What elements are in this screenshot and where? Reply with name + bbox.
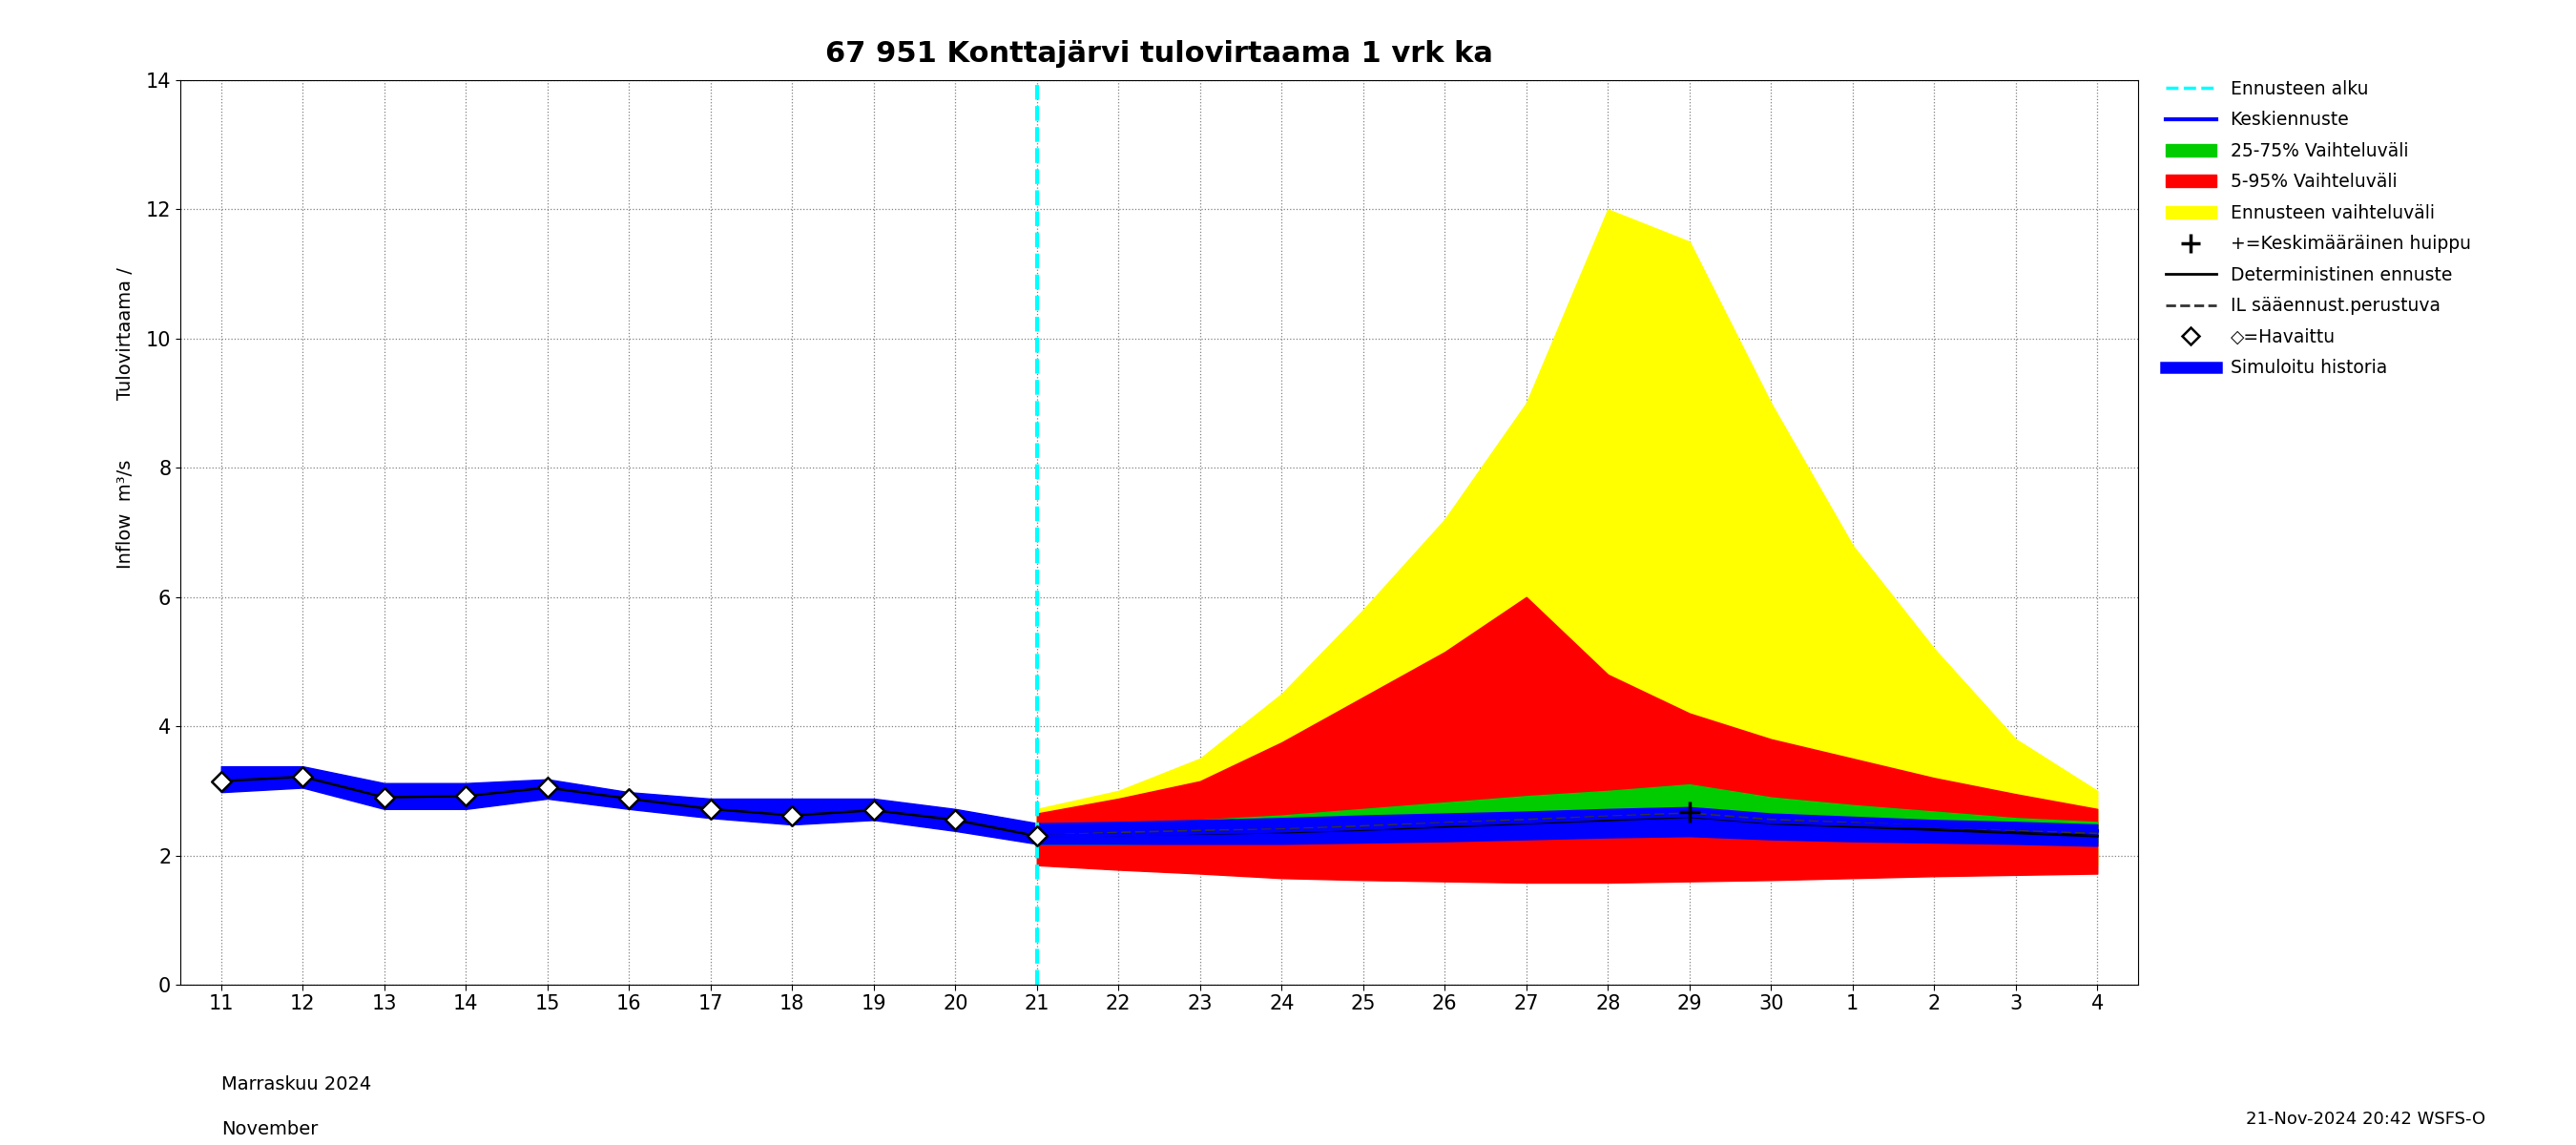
Point (690, 800, 732, 819)
Point (446, 787, 487, 805)
Text: Marraskuu 2024: Marraskuu 2024 (222, 1075, 371, 1093)
Point (363, 788, 404, 806)
Text: Tulovirtaama /: Tulovirtaama / (116, 267, 134, 400)
Point (773, 806, 814, 824)
Point (1015, 827, 1056, 845)
Point (935, 811, 976, 829)
Point (526, 779, 567, 797)
Point (201, 772, 242, 790)
Text: 21-Nov-2024 20:42 WSFS-O: 21-Nov-2024 20:42 WSFS-O (2246, 1111, 2486, 1128)
Point (853, 802, 894, 820)
Text: November: November (222, 1120, 317, 1138)
Point (281, 767, 325, 785)
Point (608, 789, 649, 807)
Legend: Ennusteen alku, Keskiennuste, 25-75% Vaihteluväli, 5-95% Vaihteluväli, Ennusteen: Ennusteen alku, Keskiennuste, 25-75% Vai… (2156, 71, 2481, 386)
Text: Inflow  m³/s: Inflow m³/s (116, 460, 134, 569)
Title: 67 951 Konttajärvi tulovirtaama 1 vrk ka: 67 951 Konttajärvi tulovirtaama 1 vrk ka (824, 40, 1494, 68)
